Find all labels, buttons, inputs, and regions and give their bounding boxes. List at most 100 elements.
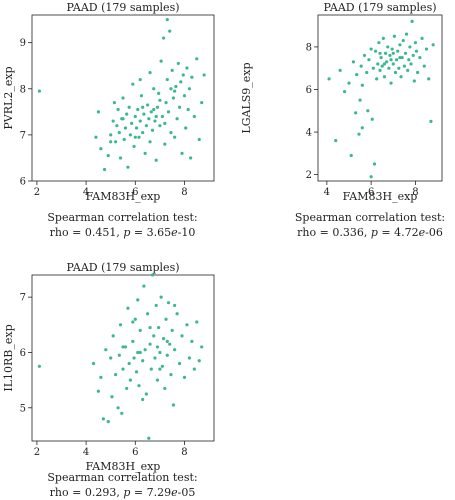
- panel-1-point: [111, 119, 115, 123]
- panel-1-point: [102, 167, 107, 172]
- panel-1-point: [141, 130, 145, 135]
- panel-2-point: [392, 34, 396, 38]
- panel-3-point: [166, 301, 171, 305]
- panel-3-p-exp: -05: [177, 486, 196, 499]
- panel-3-point: [190, 339, 194, 343]
- panel-2-point: [381, 36, 385, 41]
- panel-1-p-exp: -10: [177, 226, 196, 239]
- panel-2-stat-title: Spearman correlation test:: [294, 211, 446, 224]
- panel-1-point: [145, 103, 150, 107]
- panel-2-point: [338, 68, 342, 72]
- panel-2-p-e: e: [418, 226, 426, 239]
- panel-2-point: [342, 90, 347, 94]
- panel-3-y-tick-label: 6: [20, 348, 26, 359]
- panel-1-rho: rho = 0.451,: [49, 226, 120, 239]
- panel-1-point: [126, 165, 130, 169]
- panel-1-point: [133, 135, 137, 139]
- panel-2-point: [362, 53, 367, 58]
- panel-1-point: [96, 110, 101, 114]
- panel-1-point: [150, 128, 155, 132]
- panel-1-point: [133, 114, 137, 119]
- panel-2-point: [377, 41, 381, 45]
- panel-3-point: [134, 370, 139, 374]
- panel-1-point: [181, 73, 185, 77]
- panel-2-p-mantissa: 4.72: [394, 226, 419, 239]
- panel-1-point: [125, 112, 129, 116]
- panel-1-point: [195, 57, 199, 61]
- panel-3: PAAD (179 samples) 2 4 6 8 5 6 7 FAM83H_exp IL10R…: [2, 261, 215, 473]
- panel-1-point: [169, 130, 173, 135]
- panel-3-point: [142, 284, 146, 288]
- panel-3-point: [165, 353, 169, 357]
- panel-2-point: [397, 66, 401, 70]
- panel-2-point: [416, 70, 420, 75]
- panel-3-point: [131, 339, 135, 343]
- panel-3-point: [91, 361, 96, 366]
- panel-3-point: [173, 348, 177, 352]
- panel-3-point: [114, 373, 118, 377]
- panel-1-point: [190, 75, 194, 79]
- panel-2-point: [347, 81, 351, 85]
- panel-2-point: [360, 126, 364, 130]
- panel-2-point: [412, 79, 416, 83]
- panel-1-point: [164, 101, 168, 105]
- panel-1-point: [154, 114, 158, 119]
- panel-1-point: [163, 121, 167, 125]
- panel-2-x-tick-label: 8: [412, 187, 418, 198]
- panel-1-point: [122, 137, 126, 142]
- panel-2-x-tick-label: 4: [324, 187, 330, 198]
- panel-3-point: [121, 345, 125, 349]
- panel-1-point: [170, 68, 174, 72]
- panel-2-point: [382, 75, 387, 79]
- panel-2-point: [391, 62, 395, 66]
- panel-1-point: [127, 105, 131, 109]
- panel-1-point: [169, 87, 173, 91]
- panel-1-title: PAAD (179 samples): [66, 1, 179, 14]
- panel-2-point: [414, 49, 419, 53]
- panel-2-point: [334, 138, 338, 143]
- panel-3-x-tick-label: 2: [34, 447, 40, 458]
- panel-1-point: [202, 73, 206, 77]
- panel-2-point: [365, 70, 369, 75]
- panel-2-point: [389, 58, 393, 62]
- panel-1-point: [197, 137, 201, 142]
- panel-1-point: [159, 59, 163, 63]
- panel-3-point: [138, 350, 142, 355]
- panel-1-point: [116, 107, 120, 112]
- panel-3-y-tick-label: 7: [20, 293, 26, 304]
- panel-2-p-value: = 4.72e-06: [381, 226, 443, 239]
- panel-1-point: [109, 140, 113, 144]
- panel-3-point: [160, 364, 164, 368]
- panel-1-point: [121, 117, 125, 121]
- panel-2-point: [398, 55, 402, 60]
- panel-1-point: [148, 71, 152, 75]
- panel-2-point: [369, 175, 373, 179]
- panel-3-point: [147, 436, 151, 440]
- panel-1-point: [161, 36, 166, 40]
- panel-3-point: [200, 345, 204, 349]
- panel-2-point: [398, 43, 402, 47]
- panel-2-point: [383, 51, 388, 55]
- panel-3-point: [155, 345, 160, 349]
- panel-2-point: [386, 45, 390, 49]
- panel-1-point: [158, 98, 162, 102]
- panel-1-point: [136, 107, 140, 112]
- panel-3-point: [165, 339, 169, 343]
- panel-1-p-mantissa: 3.65: [146, 226, 172, 239]
- panel-1-point: [142, 112, 146, 116]
- panel-2-point: [376, 62, 380, 66]
- panel-3-point: [121, 367, 125, 371]
- panel-1-point: [174, 84, 178, 89]
- panel-3-p-label: p: [123, 486, 131, 499]
- panel-1-stat-values: rho = 0.451, p = 3.65e-10: [30, 226, 215, 239]
- panel-2-point: [401, 38, 405, 43]
- panel-3-point: [96, 389, 101, 393]
- panel-1-y-tick-label: 8: [20, 84, 26, 95]
- panel-2-point: [429, 119, 433, 124]
- panel-1-point: [175, 117, 179, 121]
- panel-3-x-tick-label: 4: [83, 447, 89, 458]
- panel-3-point: [133, 317, 137, 321]
- panel-1-point: [157, 91, 161, 95]
- panel-3-point: [144, 392, 148, 396]
- panel-1-point: [180, 151, 184, 155]
